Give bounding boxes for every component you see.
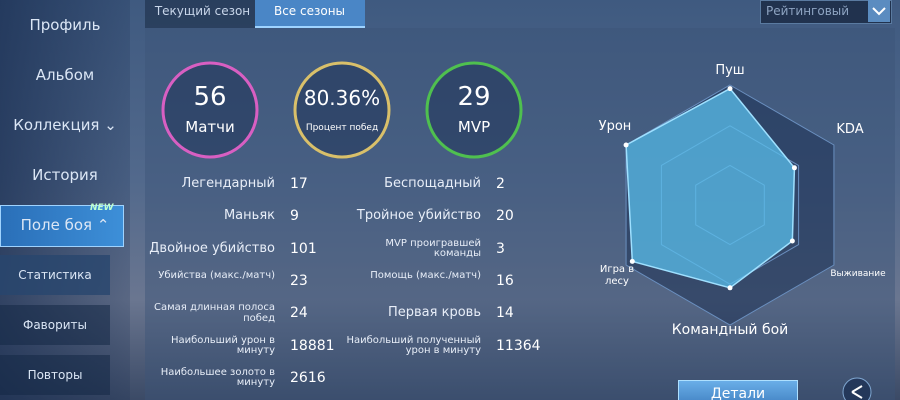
- stat-value: 20: [496, 208, 514, 225]
- stat-value: 11364: [496, 337, 541, 354]
- stat-value: 101: [290, 240, 317, 257]
- summary-ring: [293, 61, 391, 159]
- summary-value: 56: [193, 82, 226, 112]
- details-button[interactable]: Детали: [678, 380, 798, 400]
- stat-value: 16: [496, 272, 514, 289]
- stat-label: Самая длинная полоса побед: [154, 302, 275, 324]
- tab[interactable]: Текущий сезон: [154, 4, 251, 18]
- summary-label: Процент побед: [306, 123, 378, 133]
- tab[interactable]: Все сезоны: [273, 4, 346, 18]
- stat-value: 2: [496, 176, 505, 192]
- stat-label: Легендарный: [181, 176, 275, 191]
- dropdown-chevron: [872, 7, 886, 16]
- stat-value: 9: [290, 208, 299, 225]
- stat-label: Помощь (макс./матч): [370, 269, 481, 281]
- stat-label: Убийства (макс./матч): [158, 269, 275, 281]
- summary-ring: [161, 61, 259, 159]
- stat-label: Двойное убийство: [149, 240, 275, 256]
- stat-value: 3: [496, 240, 505, 257]
- stat-label: Наибольший полученный урон в минуту: [346, 334, 481, 356]
- radar-point: [727, 86, 733, 92]
- summary-ring: [425, 61, 523, 159]
- stat-label: Беспощадный: [384, 176, 481, 191]
- menu-item[interactable]: История: [32, 166, 98, 184]
- new-badge: NEW: [90, 203, 114, 213]
- radar-point: [629, 258, 635, 264]
- menu-item[interactable]: Коллекция ⌄: [13, 116, 117, 134]
- summary-label: MVP: [458, 118, 490, 136]
- stat-label: Маньяк: [223, 208, 275, 224]
- stat-value: 17: [290, 176, 308, 192]
- stat-value: 23: [290, 272, 308, 289]
- stat-label: Наибольший урон в минуту: [170, 334, 275, 356]
- stat-label: Первая кровь: [388, 305, 481, 321]
- radar-axis-label: Игра в лесу: [600, 264, 634, 287]
- stat-label: MVP проигравшей команды: [385, 237, 481, 260]
- stat-label: Наибольшее золото в минуту: [160, 366, 275, 389]
- submenu-item[interactable]: Фавориты: [0, 305, 110, 345]
- menu-item[interactable]: Альбом: [35, 66, 95, 84]
- radar-point: [791, 165, 797, 171]
- menu-item[interactable]: Поле боя ⌃: [20, 216, 110, 234]
- radar-point: [623, 142, 629, 148]
- summary-value: 29: [457, 82, 490, 112]
- radar-point: [727, 285, 733, 291]
- radar-axis-label: KDA: [836, 122, 863, 137]
- radar-point: [789, 238, 795, 244]
- summary-value: 80.36%: [304, 86, 380, 110]
- dropdown-arrow[interactable]: [868, 0, 890, 22]
- stat-value: 18881: [290, 337, 335, 354]
- menu-active-bg: [0, 205, 124, 247]
- radar-axis-label: Урон: [599, 119, 632, 134]
- dropdown-label: Рейтинговый: [766, 4, 850, 18]
- radar-axis-label: Выживание: [830, 269, 886, 279]
- stat-value: 2616: [290, 369, 326, 386]
- menu-item[interactable]: Профиль: [29, 16, 101, 34]
- stat-label: Тройное убийство: [356, 208, 481, 224]
- submenu-item[interactable]: Повторы: [0, 355, 110, 395]
- submenu-item[interactable]: Статистика: [0, 255, 110, 295]
- share-icon: [851, 385, 863, 399]
- radar-axis-label: Командный бой: [672, 322, 789, 338]
- tab-active-bg: [255, 0, 365, 28]
- radar-axis-label: Пуш: [715, 63, 744, 78]
- stat-value: 24: [290, 305, 308, 322]
- stat-value: 14: [496, 305, 514, 322]
- summary-label: Матчи: [185, 118, 234, 136]
